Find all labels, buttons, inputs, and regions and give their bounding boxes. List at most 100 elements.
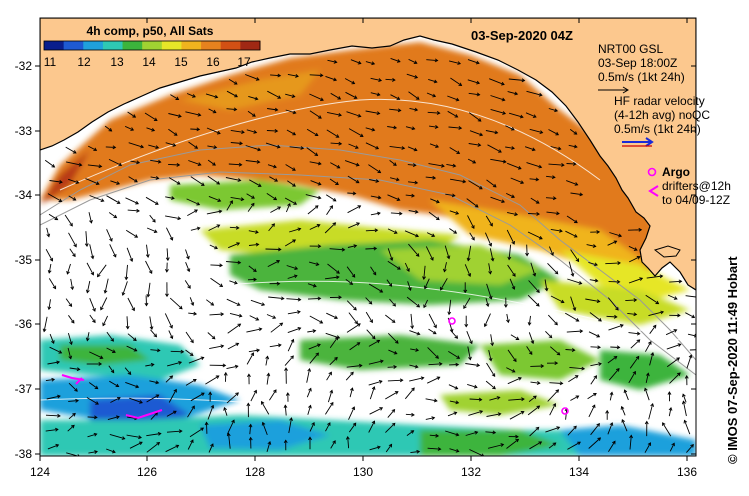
current-vector bbox=[368, 360, 384, 365]
current-vector bbox=[370, 92, 380, 96]
current-vector bbox=[227, 323, 241, 334]
current-vector bbox=[188, 160, 201, 166]
current-vector bbox=[609, 232, 622, 237]
current-vector-head bbox=[314, 132, 319, 137]
current-vector-head bbox=[250, 352, 255, 357]
current-vector-head bbox=[436, 376, 441, 380]
current-vector bbox=[325, 194, 337, 202]
current-vector bbox=[529, 128, 543, 134]
current-vector bbox=[64, 214, 73, 227]
current-vector bbox=[428, 211, 440, 220]
current-vector bbox=[430, 198, 440, 203]
current-vector-head bbox=[90, 271, 95, 276]
current-vector-head bbox=[180, 349, 185, 354]
current-vector bbox=[510, 177, 524, 184]
current-vector bbox=[245, 160, 260, 163]
current-vector bbox=[686, 444, 694, 453]
current-vector bbox=[426, 232, 435, 237]
current-vector-head bbox=[279, 322, 284, 327]
current-vector bbox=[449, 400, 459, 404]
current-vector-head bbox=[131, 307, 135, 312]
current-vector bbox=[590, 423, 600, 436]
current-vector bbox=[348, 222, 360, 229]
current-vector bbox=[466, 198, 479, 208]
current-vector bbox=[107, 416, 120, 421]
current-vector bbox=[649, 352, 654, 366]
current-vector bbox=[468, 92, 480, 96]
current-vector bbox=[70, 278, 74, 290]
current-vector bbox=[525, 112, 537, 118]
colorbar-swatch bbox=[83, 41, 104, 50]
current-vector bbox=[249, 424, 252, 435]
drifter-track bbox=[75, 377, 83, 385]
current-vector bbox=[567, 425, 577, 436]
current-vector-head bbox=[248, 423, 253, 428]
current-vector-head bbox=[528, 351, 533, 356]
current-vector bbox=[86, 397, 99, 405]
current-vector-head bbox=[432, 175, 437, 180]
current-vector-head bbox=[253, 277, 257, 282]
current-vector-head bbox=[115, 415, 120, 420]
current-vector bbox=[190, 227, 200, 231]
current-vector-head bbox=[155, 394, 160, 398]
current-vector-head bbox=[455, 432, 460, 437]
current-vector-head bbox=[135, 384, 140, 389]
current-vector bbox=[628, 277, 643, 284]
nrt-title: NRT00 GSL bbox=[598, 42, 663, 56]
current-vector bbox=[407, 164, 416, 166]
current-vector-head bbox=[411, 412, 415, 417]
current-vector bbox=[587, 393, 597, 400]
current-vector bbox=[127, 209, 140, 212]
current-vector bbox=[188, 312, 197, 315]
current-vector-head bbox=[552, 442, 557, 446]
current-vector bbox=[645, 373, 649, 383]
current-vector bbox=[266, 130, 278, 132]
current-vector-head bbox=[393, 351, 398, 355]
current-vector-head bbox=[633, 312, 638, 317]
current-vector-head bbox=[532, 272, 537, 277]
current-vector-head bbox=[521, 397, 525, 402]
current-vector bbox=[48, 213, 58, 220]
current-vector-head bbox=[538, 164, 543, 169]
current-vector-head bbox=[373, 246, 378, 251]
current-vector bbox=[65, 146, 77, 154]
current-vector-head bbox=[644, 420, 649, 425]
current-vector-head bbox=[236, 302, 241, 306]
current-vector bbox=[327, 390, 333, 403]
current-vector bbox=[284, 239, 296, 247]
current-vector bbox=[344, 160, 360, 166]
current-vector bbox=[247, 203, 255, 212]
current-vector-head bbox=[214, 245, 218, 250]
current-vector-head bbox=[214, 94, 219, 99]
current-vector bbox=[629, 256, 640, 263]
current-vector-head bbox=[165, 293, 169, 298]
current-vector-head bbox=[538, 92, 543, 97]
current-vector bbox=[125, 264, 128, 280]
current-vector-head bbox=[116, 200, 121, 204]
current-vector-head bbox=[615, 306, 619, 311]
current-vector bbox=[645, 341, 652, 352]
current-vector bbox=[307, 283, 317, 287]
current-vector bbox=[329, 336, 339, 349]
current-vector-head bbox=[492, 385, 496, 390]
current-vector bbox=[568, 144, 577, 148]
current-vector bbox=[150, 176, 159, 179]
current-vector-head bbox=[285, 392, 290, 396]
current-vector bbox=[309, 93, 324, 101]
current-vector-head bbox=[662, 422, 666, 426]
current-vector-head bbox=[550, 252, 554, 257]
current-vector bbox=[469, 449, 484, 456]
current-vector bbox=[646, 275, 663, 279]
current-vector-head bbox=[336, 164, 341, 169]
current-vector bbox=[530, 381, 540, 384]
current-vector-head bbox=[416, 303, 421, 308]
current-vector-head bbox=[247, 373, 251, 378]
current-vector bbox=[425, 417, 435, 420]
current-vector bbox=[106, 195, 121, 204]
current-vector-head bbox=[375, 179, 380, 183]
current-vector-head bbox=[357, 60, 362, 65]
current-vector-head bbox=[337, 96, 342, 100]
current-vector bbox=[126, 345, 137, 352]
current-vector bbox=[507, 349, 517, 362]
drifter-tracks bbox=[61, 374, 163, 420]
